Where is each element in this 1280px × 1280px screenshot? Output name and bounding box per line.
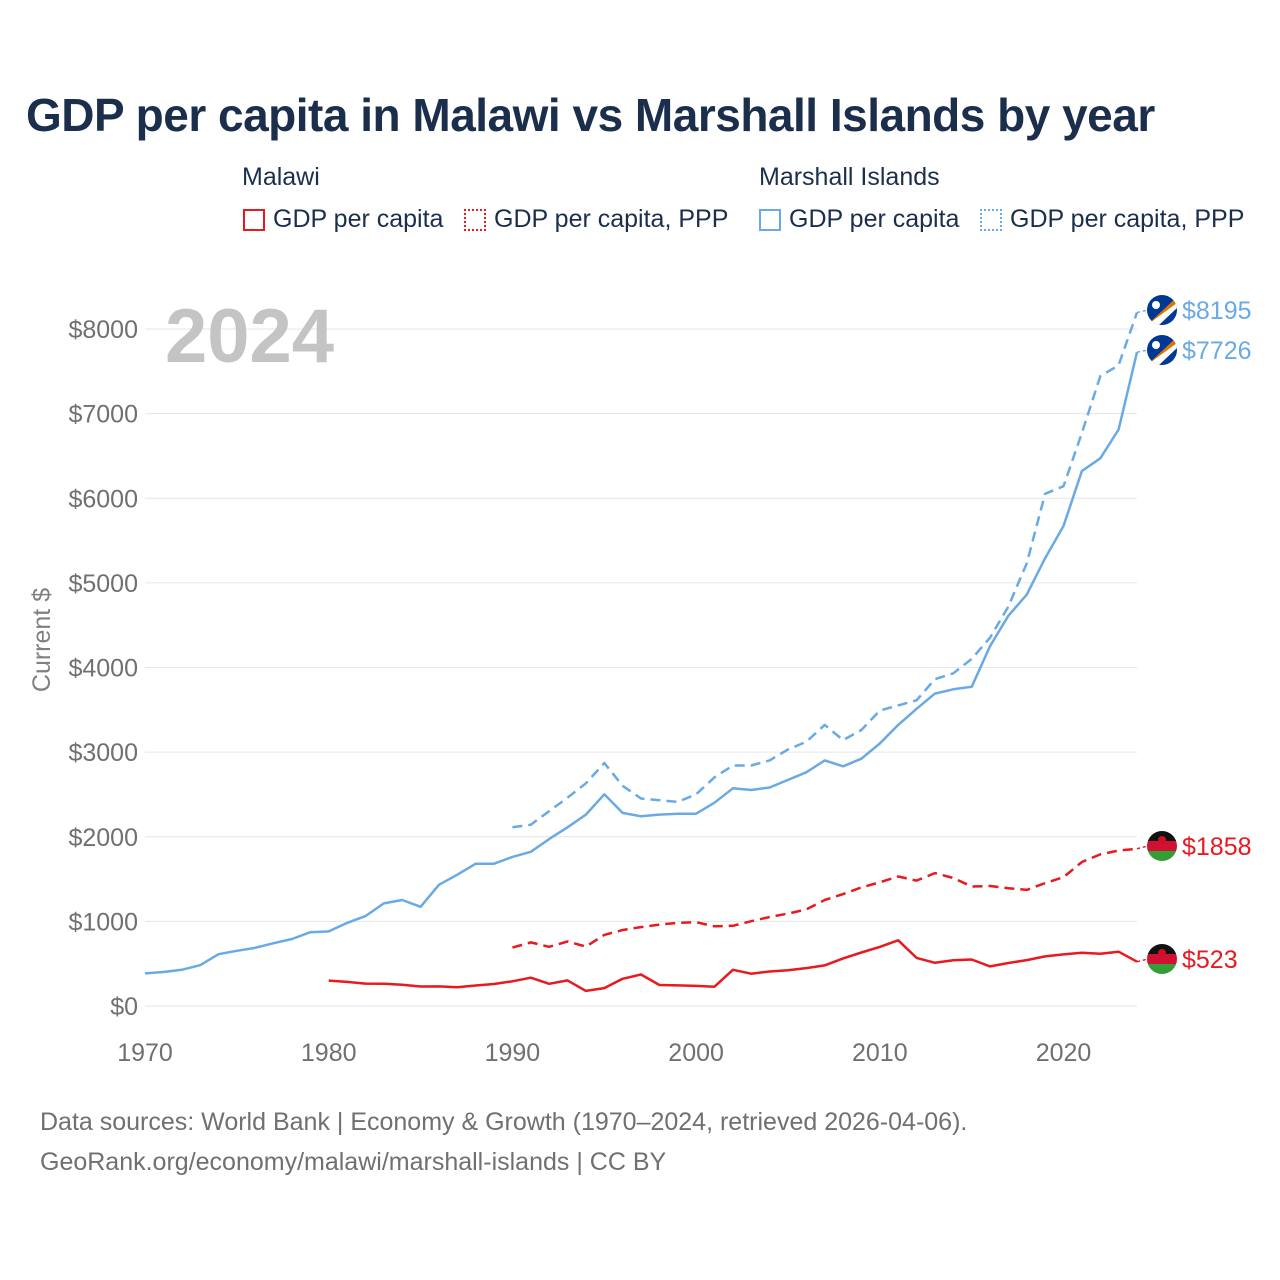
y-tick-label: $4000: [68, 655, 138, 683]
marshall-islands-flag-icon: [1147, 295, 1177, 325]
legend-item-marshall-gdp[interactable]: GDP per capita: [759, 205, 959, 234]
y-tick-label: $2000: [68, 824, 138, 852]
series-line-2[interactable]: [144, 351, 1139, 975]
footer-sources: Data sources: World Bank | Economy & Gro…: [40, 1108, 968, 1136]
series-line-0[interactable]: [328, 939, 1138, 993]
y-tick-label: $3000: [68, 739, 138, 767]
y-tick-label: $1000: [68, 908, 138, 936]
x-tick-label: 1980: [301, 1039, 357, 1067]
end-value-label: $523: [1182, 946, 1238, 974]
legend-label: GDP per capita: [273, 205, 444, 233]
chart-title: GDP per capita in Malawi vs Marshall Isl…: [26, 89, 1155, 141]
y-tick-label: $5000: [68, 570, 138, 598]
series-end-labels: $523 $1858 $7726 $8195: [1136, 295, 1252, 974]
y-axis-label: Current $: [28, 588, 56, 692]
legend-item-malawi-gdp-ppp[interactable]: GDP per capita, PPP: [464, 205, 728, 234]
x-tick-label: 1990: [485, 1039, 541, 1067]
y-tick-label: $7000: [68, 401, 138, 429]
series-lines: [144, 312, 1139, 993]
marshall-islands-flag-icon: [1147, 335, 1177, 365]
legend-item-marshall-gdp-ppp[interactable]: GDP per capita, PPP: [980, 205, 1244, 234]
series-line-3[interactable]: [512, 312, 1139, 829]
legend-label: GDP per capita: [789, 205, 960, 233]
legend-swatch-dotted-blue: [980, 208, 1002, 231]
malawi-flag-icon: [1147, 944, 1177, 974]
end-value-label: $8195: [1182, 297, 1252, 325]
footer-attribution: GeoRank.org/economy/malawi/marshall-isla…: [40, 1148, 667, 1176]
y-axis-ticks: $0 $1000 $2000 $3000 $4000 $5000 $6000 $7000 $80…: [68, 316, 138, 1021]
legend-item-malawi-gdp[interactable]: GDP per capita: [243, 205, 443, 234]
x-tick-label: 2000: [668, 1039, 724, 1067]
malawi-flag-icon: [1147, 831, 1177, 861]
legend-swatch-solid-red: [243, 208, 265, 231]
x-tick-label: 2010: [852, 1039, 908, 1067]
end-value-label: $1858: [1182, 833, 1252, 861]
legend-label: GDP per capita, PPP: [1010, 205, 1245, 233]
legend-group-malawi: Malawi: [242, 163, 320, 191]
end-connector: [1136, 309, 1149, 314]
end-connector: [1136, 958, 1149, 963]
y-tick-label: $6000: [68, 485, 138, 513]
legend-swatch-dotted-red: [464, 208, 486, 231]
x-tick-label: 1970: [117, 1039, 173, 1067]
x-tick-label: 2020: [1036, 1039, 1092, 1067]
grid-lines: [145, 328, 1137, 1007]
legend-group-marshall-islands: Marshall Islands: [759, 163, 940, 191]
y-tick-label: $8000: [68, 316, 138, 344]
legend-label: GDP per capita, PPP: [494, 205, 729, 233]
series-line-1[interactable]: [512, 847, 1138, 949]
end-connector: [1136, 845, 1149, 850]
end-connector: [1136, 349, 1149, 353]
legend-swatch-solid-blue: [759, 208, 781, 231]
x-axis-ticks: 1970 1980 1990 2000 2010 2020: [117, 1039, 1091, 1067]
y-tick-label: $0: [110, 993, 138, 1021]
end-value-label: $7726: [1182, 337, 1252, 365]
year-watermark: 2024: [165, 294, 335, 379]
